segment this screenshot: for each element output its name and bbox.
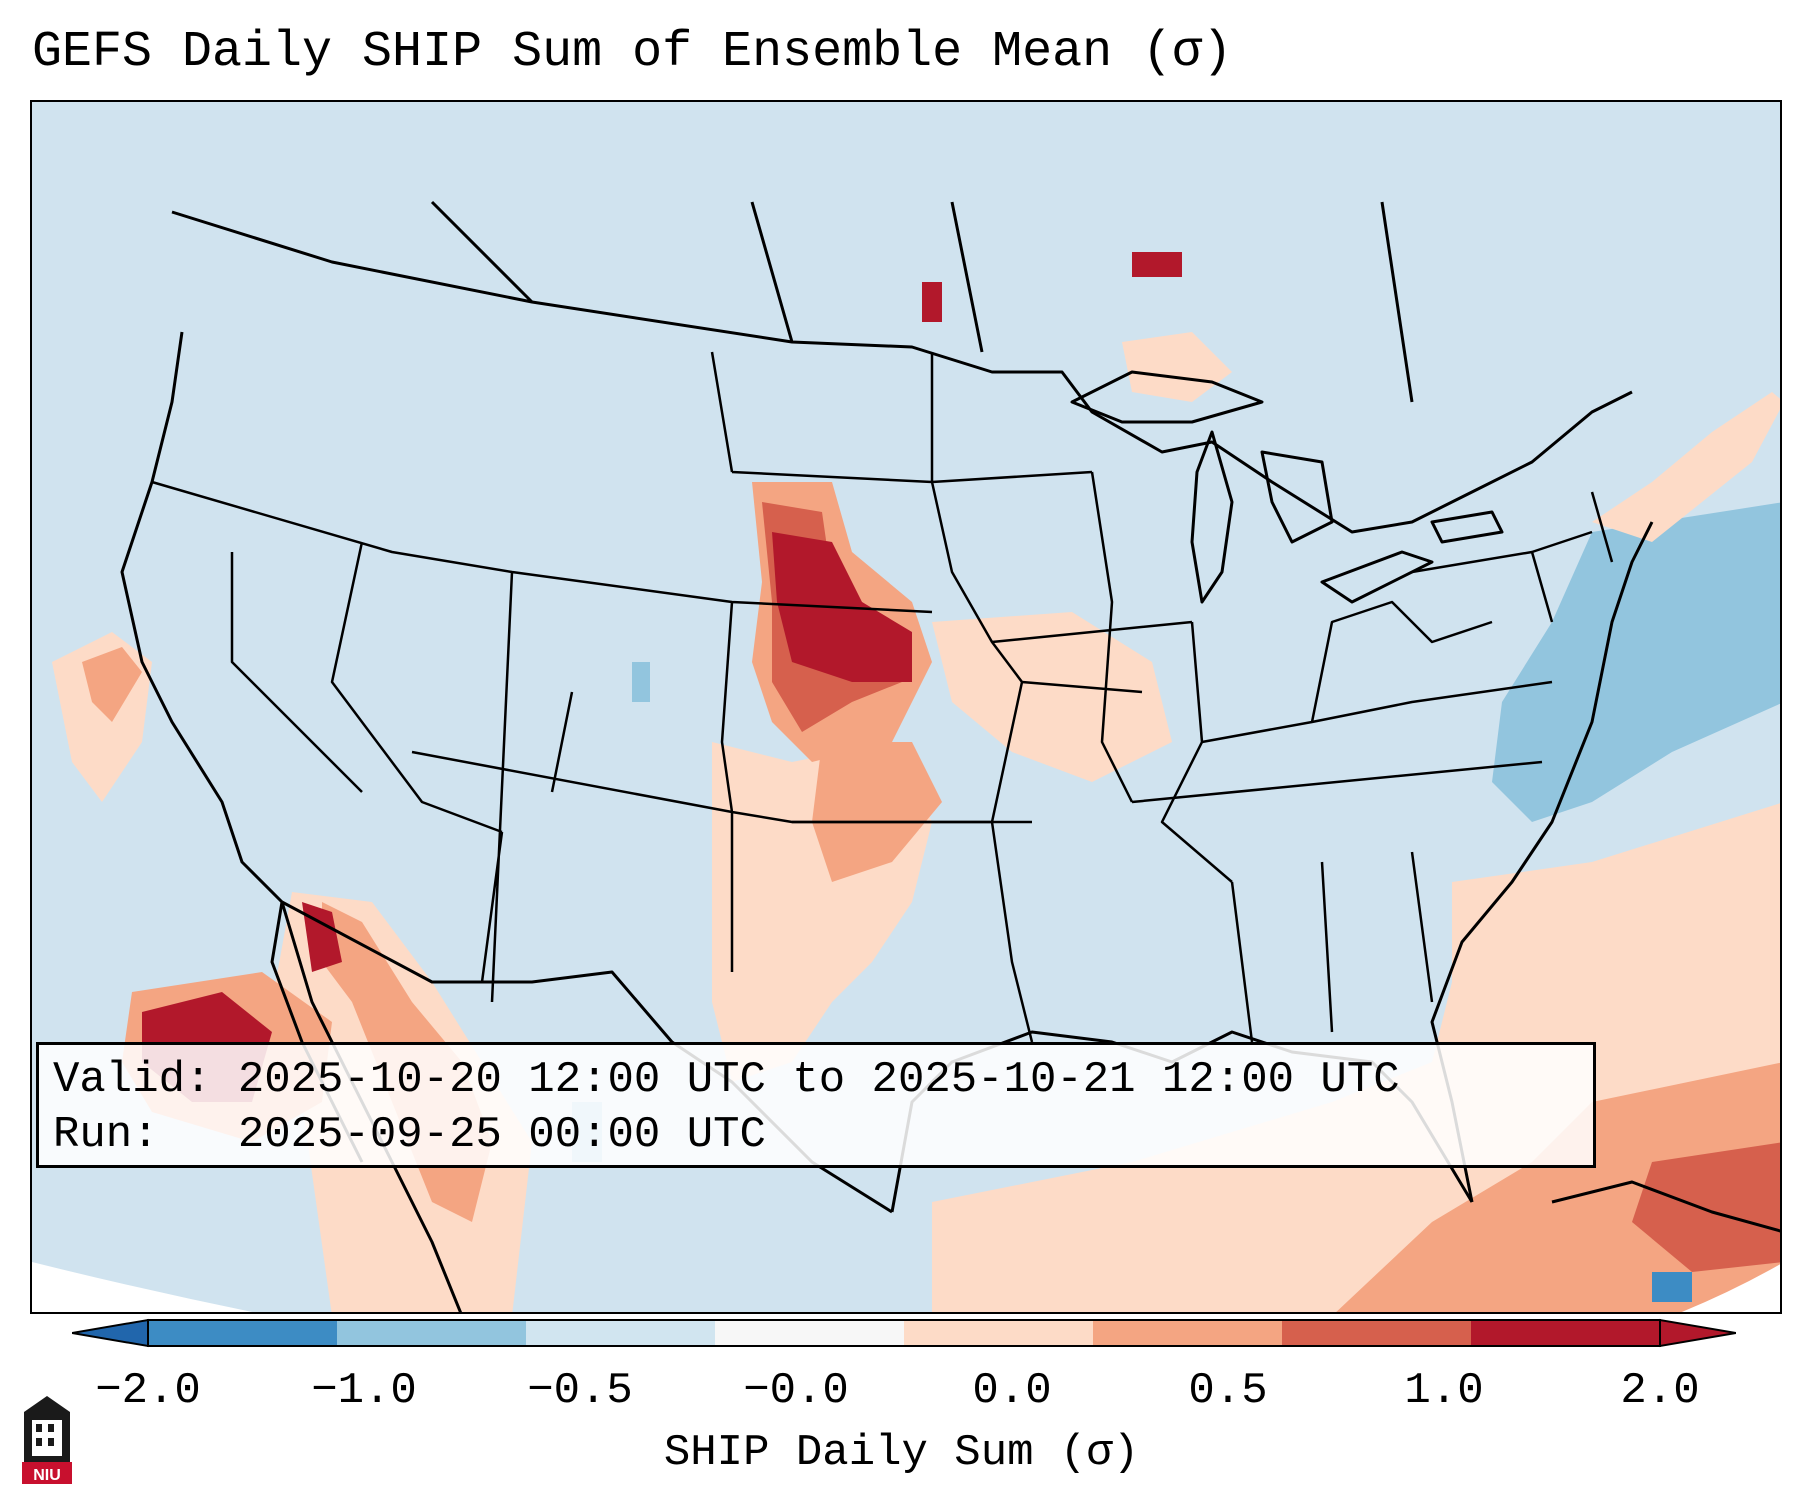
caribbean-strong-anomaly — [1632, 1142, 1780, 1272]
colorbar-tick-4: −0.0 — [743, 1366, 849, 1416]
niu-logo: NIU — [22, 1396, 72, 1484]
state-lines-central — [710, 351, 1233, 1043]
lake-erie — [1320, 550, 1434, 604]
new-england-anomaly — [1592, 392, 1780, 542]
colorado-negative-anomaly — [632, 662, 650, 702]
us-canada-border — [171, 210, 1633, 534]
state-boundaries — [151, 351, 1614, 1043]
colorbar-extend-low — [72, 1318, 149, 1348]
colorbar-tick-6: 0.5 — [1188, 1366, 1268, 1416]
cuba — [1551, 1180, 1780, 1233]
colorbar — [72, 1318, 1736, 1348]
projection-edge-right — [1681, 1264, 1780, 1312]
canada-province-lines — [430, 200, 1414, 403]
colorbar-tick-8: 2.0 — [1620, 1366, 1700, 1416]
lake-huron — [1260, 450, 1334, 544]
run-label: Run: — [53, 1110, 159, 1160]
colorbar-segment — [1093, 1320, 1283, 1346]
run-value: 2025-09-25 00:00 UTC — [237, 1110, 766, 1160]
colorbar-segment — [148, 1320, 338, 1346]
valid-value: 2025-10-20 12:00 UTC to 2025-10-21 12:00… — [237, 1055, 1400, 1105]
colorbar-tick-2: −1.0 — [311, 1366, 417, 1416]
colorbar-segment — [904, 1320, 1094, 1346]
colorbar-segment — [1471, 1320, 1661, 1346]
lake-superior — [1070, 370, 1264, 424]
midwest-positive-anomaly — [932, 612, 1172, 782]
colorbar-tick-7: 1.0 — [1404, 1366, 1484, 1416]
colorbar-segment — [1282, 1320, 1472, 1346]
west-coast — [120, 331, 284, 904]
logo-text: NIU — [33, 1467, 61, 1484]
california-strong-anomaly — [82, 647, 142, 722]
oklahoma-positive-anomaly — [812, 742, 942, 882]
state-lines-west — [151, 480, 992, 1003]
lake-superior-anomaly — [1122, 332, 1232, 402]
manitoba-extreme-anomaly — [922, 282, 942, 322]
colorbar-segment — [526, 1320, 716, 1346]
colorbar-segment — [337, 1320, 527, 1346]
lake-michigan — [1190, 430, 1234, 604]
colorbar-extend-high — [1659, 1318, 1736, 1348]
atlantic-negative-anomaly — [1492, 502, 1780, 822]
colorbar-tick-3: −0.5 — [527, 1366, 633, 1416]
lake-ontario — [1430, 510, 1504, 544]
state-lines-east — [1131, 491, 1614, 1043]
colorbar-label: SHIP Daily Sum (σ) — [663, 1428, 1140, 1478]
canada-extreme-anomaly — [1132, 252, 1182, 277]
chart-title: GEFS Daily SHIP Sum of Ensemble Mean (σ) — [32, 24, 1233, 81]
colorbar-tick-5: 0.0 — [972, 1366, 1052, 1416]
cuba-negative-anomaly — [1652, 1272, 1692, 1302]
valid-label: Valid: — [53, 1055, 212, 1105]
projection-edge-left — [32, 1262, 253, 1312]
colorbar-tick-1: −2.0 — [95, 1366, 201, 1416]
valid-run-info-box: Valid: 2025-10-20 12:00 UTC to 2025-10-2… — [36, 1042, 1596, 1168]
colorbar-segment — [715, 1320, 905, 1346]
